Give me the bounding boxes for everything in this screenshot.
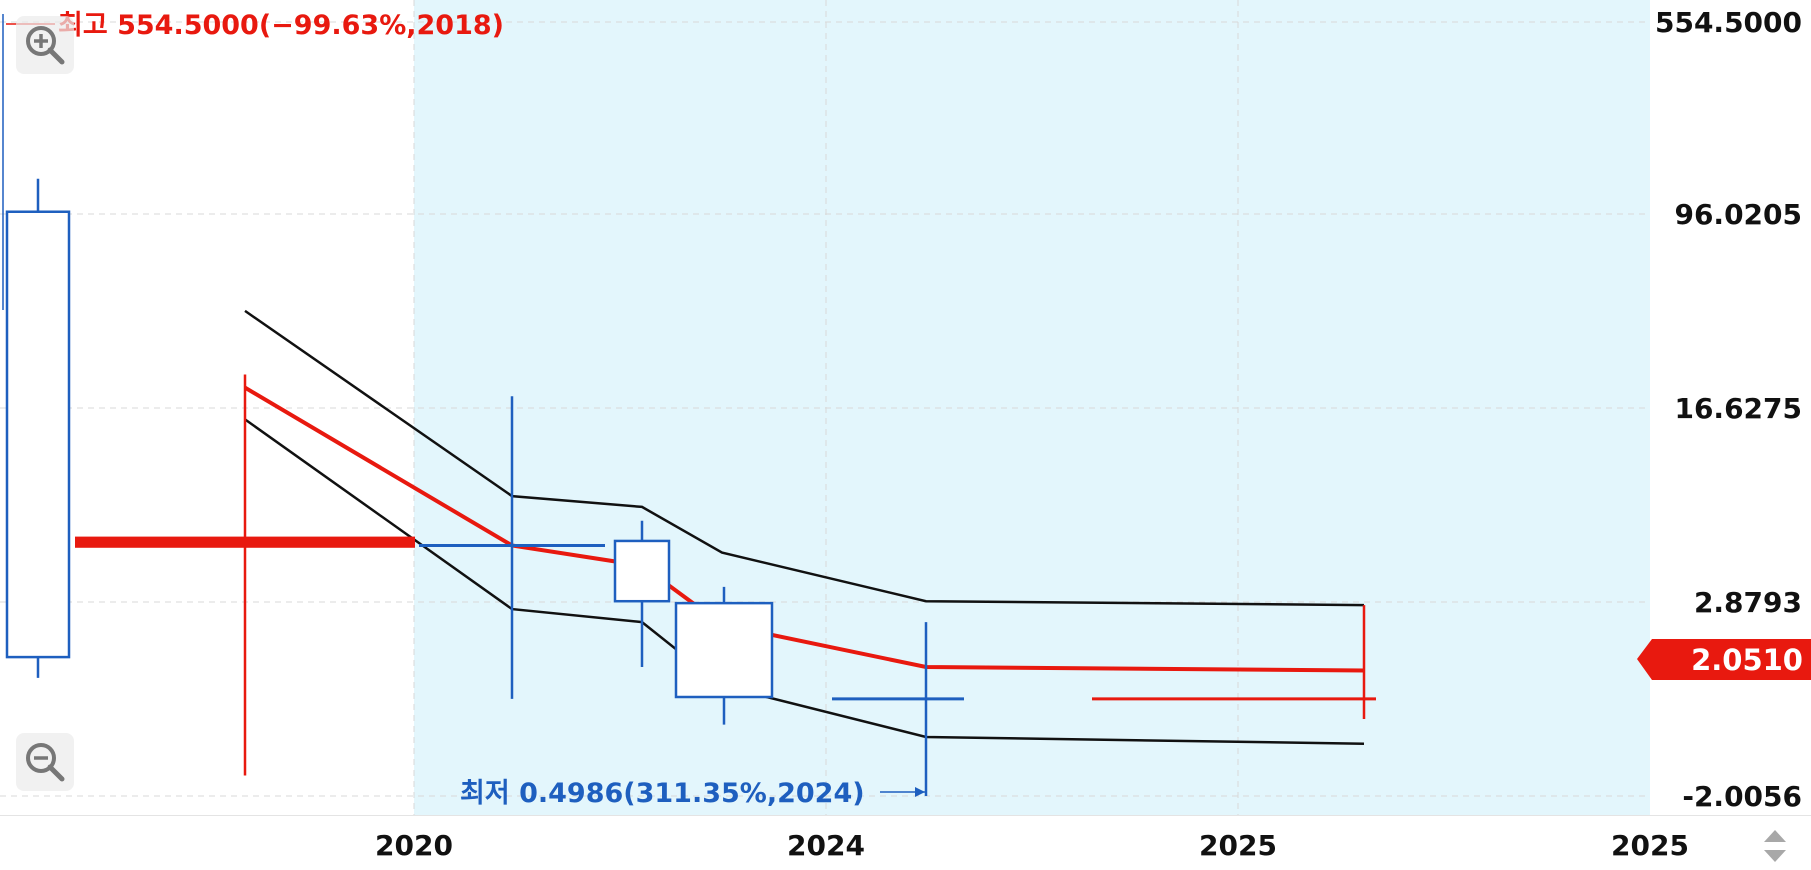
last-price-badge: 2.0510	[1637, 639, 1811, 680]
zoom-in-icon	[26, 26, 65, 65]
x-tick-label: 2020	[375, 829, 453, 862]
candle-body	[75, 536, 415, 548]
axis-labels: 554.5000 96.0205 16.6275 2.8793 -2.0056 2020 2…	[375, 6, 1802, 862]
x-tick-label: 2025	[1611, 829, 1689, 862]
band-line	[244, 309, 1365, 607]
candle-body	[5, 210, 71, 659]
x-tick-label: 2024	[787, 829, 865, 862]
zoom-out-button[interactable]	[16, 733, 74, 791]
y-tick-label: 16.6275	[1674, 392, 1802, 425]
x-tick-label: 2025	[1199, 829, 1277, 862]
y-tick-label: -2.0056	[1682, 780, 1802, 813]
candle-body	[674, 601, 774, 699]
y-tick-label: 2.8793	[1694, 586, 1802, 619]
x-axis-band	[0, 816, 1811, 870]
mid-line	[243, 385, 1365, 673]
zoom-in-button[interactable]	[16, 16, 74, 74]
low-marker-arrowhead	[915, 787, 925, 797]
high-annotation: 최고 554.5000(−99.63%,2018)	[58, 10, 504, 41]
candle-body	[613, 539, 671, 603]
last-price-label: 2.0510	[1691, 643, 1803, 677]
scroll-arrows-icon[interactable]	[1760, 826, 1790, 866]
candles	[2, 14, 1376, 797]
low-annotation: 최저 0.4986(311.35%,2024)	[460, 778, 865, 809]
y-tick-label: 554.5000	[1655, 6, 1802, 39]
y-tick-label: 96.0205	[1674, 198, 1802, 231]
zoom-out-icon	[26, 743, 65, 782]
